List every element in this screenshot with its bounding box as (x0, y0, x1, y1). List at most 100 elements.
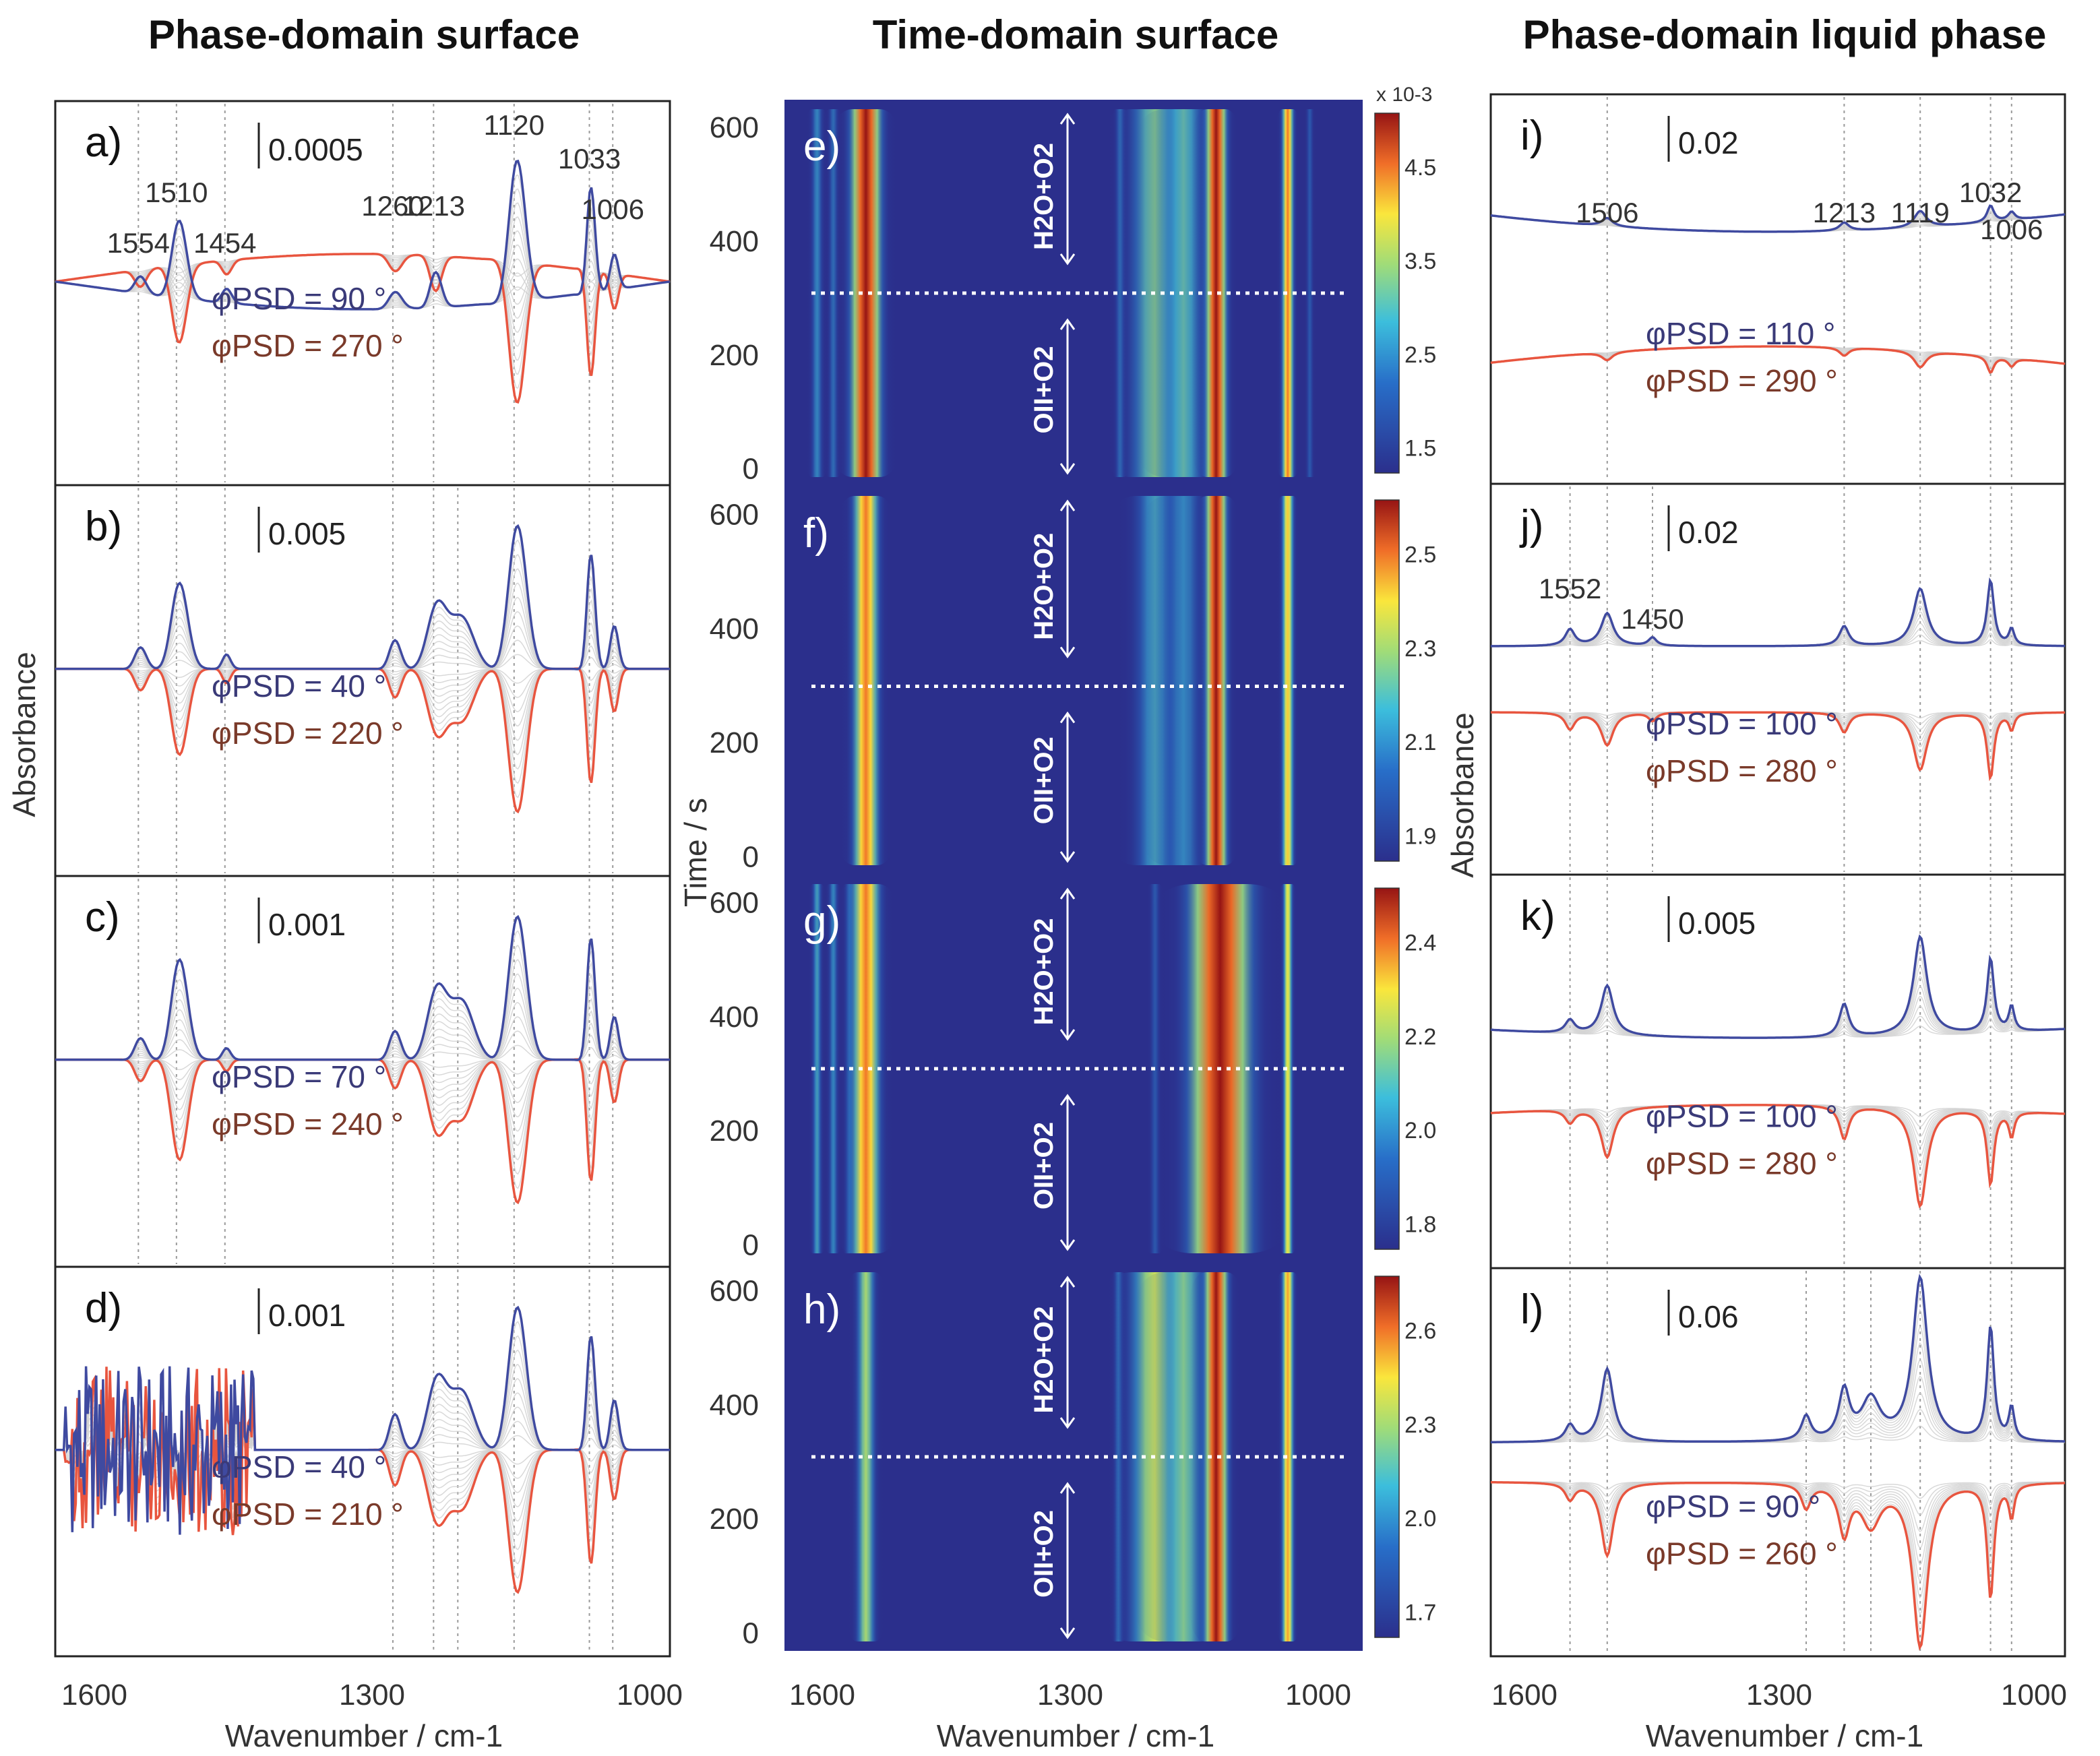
y-tick-f: 400 (710, 613, 759, 646)
blue-trace-c (55, 914, 670, 1061)
colorbar-f (1374, 499, 1400, 862)
band-f (1274, 496, 1301, 865)
blue-trace-d (55, 1305, 670, 1535)
panel-g: 600 400 200 0 g) H2O+O2 OII+O2 2.4 2.2 2.0 1.8 (710, 875, 1436, 1263)
blue-trace-j (1491, 577, 2065, 648)
phi-label-l: φPSD = 90 ° (1646, 1489, 1820, 1524)
gas-label-upper-g: H2O+O2 (1029, 918, 1059, 1026)
colorbar-tick-h: 2.0 (1404, 1506, 1436, 1532)
peak-label-a: 1120 (484, 109, 545, 141)
colorbar-tick-h: 2.3 (1404, 1412, 1436, 1438)
scale-label-a: 0.0005 (268, 132, 363, 167)
scale-label-j: 0.02 (1678, 515, 1739, 550)
column-title-time-surface: Time-domain surface (873, 12, 1278, 57)
peak-label-i: 1006 (1980, 214, 2043, 245)
panel-l: l) 0.06 φPSD = 90 ° φPSD = 260 ° (1489, 1267, 2066, 1658)
panel-d: d) 0.001 φPSD = 40 ° φPSD = 210 ° (54, 1265, 671, 1658)
peak-label-j: 1450 (1621, 603, 1684, 635)
panel-j: j) 0.02 φPSD = 100 ° φPSD = 280 ° 1552 1450 (1489, 482, 2066, 876)
band-h (1190, 1272, 1243, 1641)
gas-label-lower-g: OII+O2 (1029, 1122, 1059, 1210)
blue-trace-a (55, 159, 671, 311)
peak-label-a: 1510 (145, 177, 208, 208)
red-trace-a (55, 253, 671, 404)
gas-arrow-upper-g-head-up (1059, 887, 1076, 900)
peak-label-j: 1552 (1539, 573, 1601, 604)
band-h (1274, 1272, 1301, 1641)
x-tick-1300-left: 1300 (339, 1679, 405, 1712)
gas-label-lower-h: OII+O2 (1029, 1510, 1059, 1598)
band-g (806, 884, 828, 1253)
panel-c: c) 0.001 φPSD = 70 ° φPSD = 240 ° (54, 875, 671, 1268)
panel-k: k) 0.005 φPSD = 100 ° φPSD = 280 ° (1489, 873, 2066, 1269)
peak-label-i: 1032 (1959, 177, 2022, 208)
colorbar-tick-h: 2.6 (1404, 1318, 1436, 1344)
gas-arrow-lower-g-head-up (1059, 1094, 1076, 1106)
panel-frame-a (54, 100, 671, 487)
gas-arrow-lower-e-head-up (1059, 318, 1076, 330)
panel-frame-i (1489, 93, 2066, 485)
phi-label-j: φPSD = 100 ° (1646, 706, 1838, 741)
red-trace-i (1490, 345, 2066, 374)
gas-arrow-lower-f-head-up (1059, 711, 1076, 724)
panel-label-g: g) (803, 898, 840, 945)
phi-label-l: φPSD = 260 ° (1646, 1536, 1838, 1571)
red-trace-k (1490, 1104, 2066, 1209)
panel-i: i) 0.02 φPSD = 110 ° φPSD = 290 ° 1506 1213 11… (1489, 93, 2066, 485)
blue-trace-b (55, 524, 670, 670)
panel-frame-k (1489, 873, 2066, 1269)
x-tick-1000-mid: 1000 (1285, 1679, 1351, 1712)
gas-label-upper-f: H2O+O2 (1029, 533, 1059, 640)
gas-arrow-lower-h-head-down (1059, 1627, 1076, 1639)
colorbar-tick-f: 1.9 (1404, 823, 1436, 849)
phi-label-j: φPSD = 280 ° (1646, 753, 1838, 788)
gas-arrow-lower-e-head-down (1059, 463, 1076, 475)
y-tick-e: 400 (710, 225, 759, 258)
x-label-mid: Wavenumber / cm-1 (937, 1718, 1214, 1753)
colorbar-tick-g: 2.2 (1404, 1024, 1436, 1050)
colorbar-g (1374, 887, 1400, 1250)
column-title-liquid-phase: Phase-domain liquid phase (1523, 12, 2047, 57)
band-e (1301, 109, 1318, 477)
panel-frame-c (54, 875, 671, 1268)
panel-h: 600 400 200 0 h) H2O+O2 OII+O2 2.6 2.3 2.0 1.7 (710, 1263, 1436, 1651)
y-tick-f: 200 (710, 726, 759, 759)
colorbar-tick-e: 1.5 (1404, 436, 1436, 462)
gas-arrow-upper-f-head-down (1059, 646, 1076, 659)
phi-label-c: φPSD = 70 ° (212, 1059, 386, 1094)
column-title-phase-surface: Phase-domain surface (148, 12, 580, 57)
panel-label-d: d) (85, 1285, 122, 1331)
gas-arrow-upper-f-head-up (1059, 499, 1076, 511)
phi-label-a: φPSD = 90 ° (212, 281, 386, 316)
blue-trace-i (1490, 204, 2066, 233)
panel-label-a: a) (85, 119, 122, 166)
phi-label-d: φPSD = 210 ° (212, 1497, 404, 1532)
y-label-time: Time / s (678, 798, 713, 907)
gas-label-lower-f: OII+O2 (1029, 736, 1059, 824)
band-h (844, 1272, 887, 1641)
panel-f: 600 400 200 0 f) H2O+O2 OII+O2 2.5 2.3 2.1 1.9 (710, 487, 1436, 875)
gas-label-upper-e: H2O+O2 (1029, 143, 1059, 250)
y-tick-e: 200 (710, 339, 759, 372)
band-f (837, 496, 895, 865)
x-tick-1300-mid: 1300 (1037, 1679, 1103, 1712)
red-trace-l (1491, 1481, 2066, 1651)
scale-label-b: 0.005 (268, 516, 346, 551)
phi-label-d: φPSD = 40 ° (212, 1449, 386, 1484)
peak-label-a: 1033 (558, 143, 621, 175)
panel-label-j: j) (1519, 502, 1543, 548)
panel-label-e: e) (803, 123, 840, 170)
y-tick-e: 600 (710, 111, 759, 144)
x-tick-1600-right: 1600 (1491, 1679, 1557, 1712)
colorbar-e (1374, 113, 1400, 474)
y-tick-h: 400 (710, 1389, 759, 1422)
x-label-right: Wavenumber / cm-1 (1646, 1718, 1923, 1753)
colorbar-tick-g: 2.0 (1404, 1118, 1436, 1143)
panel-label-k: k) (1520, 893, 1555, 939)
x-tick-1300-right: 1300 (1746, 1679, 1812, 1712)
band-f (1192, 496, 1240, 865)
peak-label-a: 1454 (193, 227, 256, 259)
y-tick-f: 600 (710, 498, 759, 531)
colorbar-tick-e: 2.5 (1404, 342, 1436, 368)
y-tick-g: 400 (710, 1001, 759, 1034)
